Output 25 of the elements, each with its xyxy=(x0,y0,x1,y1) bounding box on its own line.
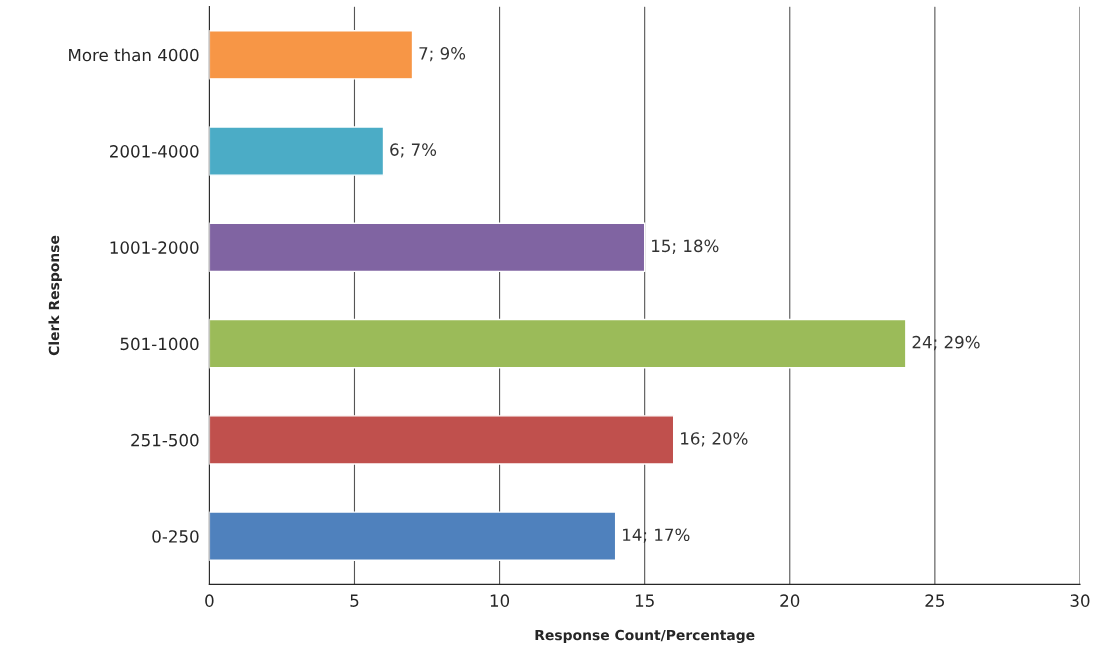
bar xyxy=(209,222,646,273)
y-axis-title: Clerk Response xyxy=(48,235,62,356)
data-label: 15; 18% xyxy=(652,239,719,254)
y-tick-label: 501-1000 xyxy=(120,337,199,351)
data-label: 6; 7% xyxy=(390,143,437,158)
bar xyxy=(209,511,617,561)
bar xyxy=(209,30,414,80)
x-tick-label: 25 xyxy=(925,594,945,607)
x-tick-label: 0 xyxy=(205,594,214,607)
y-tick-label: More than 4000 xyxy=(69,48,199,62)
y-tick-label: 1001-2000 xyxy=(110,241,199,254)
y-tick-label: 2001-4000 xyxy=(110,145,199,158)
y-tick-label: 251-500 xyxy=(131,433,199,447)
x-tick-label: 5 xyxy=(350,594,359,607)
y-tick-label: 0-250 xyxy=(152,530,199,543)
bar xyxy=(209,318,907,369)
data-label: 16; 20% xyxy=(681,432,748,447)
x-axis-title: Response Count/Percentage xyxy=(535,629,755,644)
bar xyxy=(209,415,675,465)
x-tick-label: 20 xyxy=(780,594,800,607)
bar xyxy=(209,126,385,176)
x-tick-label: 10 xyxy=(490,594,510,607)
x-tick-label: 30 xyxy=(1070,594,1090,607)
data-label: 7; 9% xyxy=(419,47,466,62)
x-tick-label: 15 xyxy=(635,594,654,607)
